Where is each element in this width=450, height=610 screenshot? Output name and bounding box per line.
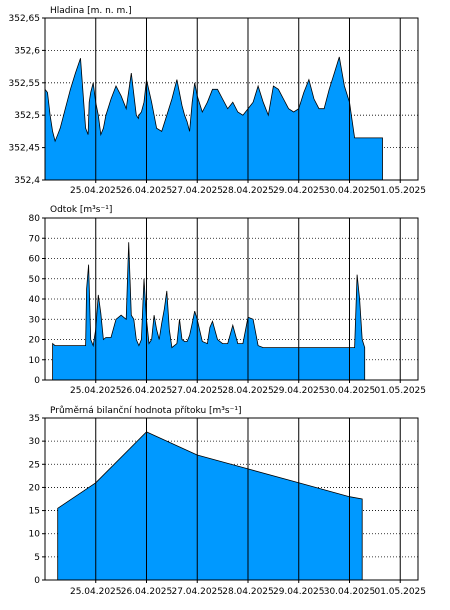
y-tick-label: 40: [29, 295, 41, 305]
data-series-area: [44, 56, 383, 181]
y-tick-label: 15: [29, 507, 40, 517]
y-tick-label: 352,55: [9, 79, 41, 89]
y-tick-label: 352,6: [14, 46, 40, 56]
data-series-area: [57, 431, 363, 581]
x-tick-label: 26.04.2025: [121, 587, 173, 597]
x-tick-label: 27.04.2025: [171, 386, 223, 396]
x-tick-label: 27.04.2025: [171, 587, 223, 597]
y-tick-label: 20: [29, 336, 41, 346]
y-tick-label: 30: [29, 315, 41, 325]
plot-frame: [44, 417, 419, 581]
x-tick-label: 28.04.2025: [222, 186, 274, 196]
x-tick-label: 27.04.2025: [171, 186, 223, 196]
y-tick-label: 352,5: [14, 111, 40, 121]
y-tick-label: 10: [29, 356, 41, 366]
y-tick-label: 10: [29, 530, 41, 540]
x-tick-label: 26.04.2025: [121, 186, 173, 196]
x-tick-label: 30.04.2025: [324, 587, 376, 597]
x-tick-label: 30.04.2025: [324, 186, 376, 196]
chart-panel-3: Průměrná bilanční hodnota přítoku [m³s⁻¹…: [29, 405, 426, 597]
y-tick-label: 352,45: [9, 144, 41, 154]
data-series-area: [52, 242, 366, 381]
y-tick-label: 35: [29, 414, 40, 424]
panel-title: Průměrná bilanční hodnota přítoku [m³s⁻¹…: [50, 405, 241, 416]
y-tick-label: 70: [29, 234, 41, 244]
x-tick-label: 29.04.2025: [273, 587, 325, 597]
y-tick-label: 5: [34, 553, 40, 563]
chart-panel-2: Odtok [m³s⁻¹] 0 10 20 30 40 50 60 70 80 25.04.2025…: [29, 205, 426, 396]
x-tick-label: 26.04.2025: [121, 386, 173, 396]
x-tick-label: 29.04.2025: [273, 386, 325, 396]
y-tick-label: 0: [34, 576, 40, 586]
x-tick-label: 28.04.2025: [222, 386, 274, 396]
y-tick-label: 60: [29, 255, 41, 265]
x-tick-label: 01.05.2025: [374, 386, 426, 396]
panel-title: Odtok [m³s⁻¹]: [50, 205, 112, 215]
chart-panel-1: Hladina [m. n. m.] 352,4 352,45 352,5 352,55…: [9, 6, 427, 196]
x-tick-label: 25.04.2025: [70, 587, 122, 597]
y-tick-label: 0: [34, 376, 40, 386]
x-tick-label: 25.04.2025: [70, 186, 122, 196]
y-tick-label: 352,4: [14, 176, 40, 186]
x-tick-label: 30.04.2025: [324, 386, 376, 396]
plot-frame: [44, 17, 419, 181]
x-tick-label: 25.04.2025: [70, 386, 122, 396]
y-tick-label: 50: [29, 275, 41, 285]
y-tick-label: 80: [29, 214, 41, 224]
x-tick-label: 01.05.2025: [374, 186, 426, 196]
y-tick-label: 352,65: [9, 14, 41, 24]
y-tick-label: 30: [29, 437, 41, 447]
plot-frame: [44, 217, 419, 381]
x-tick-label: 28.04.2025: [222, 587, 274, 597]
panel-title: Hladina [m. n. m.]: [50, 6, 132, 16]
y-tick-label: 25: [29, 460, 40, 470]
x-tick-label: 01.05.2025: [374, 587, 426, 597]
x-tick-label: 29.04.2025: [273, 186, 325, 196]
y-tick-label: 20: [29, 483, 41, 493]
